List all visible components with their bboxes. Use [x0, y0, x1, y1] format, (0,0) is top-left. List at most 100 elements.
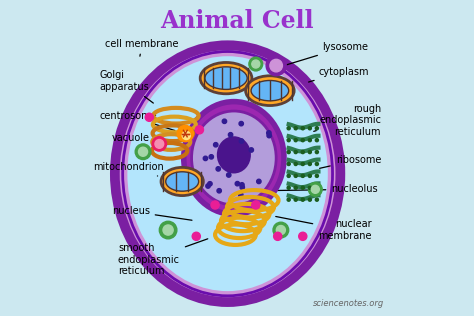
Circle shape — [287, 139, 290, 142]
Circle shape — [240, 183, 244, 187]
Circle shape — [308, 174, 311, 177]
Circle shape — [216, 167, 220, 171]
Circle shape — [192, 232, 201, 240]
Circle shape — [294, 198, 297, 201]
Circle shape — [135, 144, 151, 160]
Circle shape — [301, 139, 304, 142]
Circle shape — [227, 173, 231, 177]
Circle shape — [222, 119, 227, 124]
Circle shape — [276, 226, 285, 234]
Circle shape — [301, 127, 304, 130]
Circle shape — [249, 57, 263, 71]
Ellipse shape — [115, 45, 340, 302]
Circle shape — [311, 185, 319, 193]
Text: nucleus: nucleus — [112, 206, 192, 220]
Circle shape — [287, 127, 290, 130]
Circle shape — [287, 186, 290, 189]
Circle shape — [267, 131, 271, 135]
Circle shape — [301, 150, 304, 154]
Circle shape — [301, 186, 304, 189]
Circle shape — [294, 174, 297, 177]
Circle shape — [287, 150, 290, 154]
Circle shape — [138, 147, 147, 156]
Circle shape — [249, 148, 254, 152]
Circle shape — [238, 193, 243, 197]
Circle shape — [145, 113, 154, 121]
Circle shape — [270, 59, 283, 72]
Circle shape — [256, 179, 261, 184]
Circle shape — [315, 186, 319, 189]
Circle shape — [315, 127, 319, 130]
Circle shape — [308, 198, 311, 201]
Text: nuclear
membrane: nuclear membrane — [276, 216, 372, 241]
Ellipse shape — [184, 102, 284, 214]
Ellipse shape — [251, 81, 289, 101]
Circle shape — [315, 150, 319, 154]
Circle shape — [273, 232, 282, 240]
Circle shape — [235, 181, 239, 186]
Circle shape — [152, 137, 166, 151]
Circle shape — [299, 232, 307, 240]
Circle shape — [287, 198, 290, 201]
Circle shape — [308, 150, 311, 154]
Circle shape — [294, 162, 297, 166]
Text: Animal Cell: Animal Cell — [160, 9, 314, 33]
Circle shape — [301, 162, 304, 166]
Circle shape — [159, 221, 177, 239]
Circle shape — [252, 201, 260, 209]
Text: rough
endoplasmic
reticulum: rough endoplasmic reticulum — [314, 104, 381, 137]
Ellipse shape — [166, 172, 199, 191]
Ellipse shape — [161, 167, 203, 196]
Circle shape — [240, 185, 245, 190]
Circle shape — [206, 184, 210, 188]
Circle shape — [308, 186, 311, 189]
Circle shape — [287, 174, 290, 177]
Circle shape — [182, 131, 191, 140]
Circle shape — [315, 198, 319, 201]
Ellipse shape — [191, 111, 276, 205]
Ellipse shape — [246, 76, 294, 106]
Text: vacuole: vacuole — [112, 133, 154, 144]
Circle shape — [239, 121, 244, 126]
Circle shape — [177, 125, 193, 142]
Circle shape — [252, 60, 260, 68]
Ellipse shape — [218, 138, 249, 172]
Circle shape — [301, 174, 304, 177]
Circle shape — [155, 140, 164, 148]
Circle shape — [203, 156, 208, 161]
Circle shape — [308, 127, 311, 130]
Ellipse shape — [200, 63, 252, 94]
Text: Golgi
apparatus: Golgi apparatus — [99, 70, 153, 103]
Ellipse shape — [205, 67, 247, 89]
Circle shape — [211, 201, 219, 209]
Circle shape — [315, 139, 319, 142]
Ellipse shape — [128, 56, 328, 291]
Text: lysosome: lysosome — [287, 42, 369, 65]
Text: mitochondrion: mitochondrion — [93, 162, 164, 176]
Circle shape — [217, 189, 221, 193]
Circle shape — [315, 174, 319, 177]
Circle shape — [301, 198, 304, 201]
Text: sciencenotes.org: sciencenotes.org — [313, 299, 384, 308]
Text: centrosome: centrosome — [99, 111, 175, 131]
Circle shape — [209, 155, 213, 159]
Circle shape — [273, 222, 289, 238]
Circle shape — [214, 143, 218, 147]
Text: cell membrane: cell membrane — [105, 39, 179, 56]
Text: cytoplasm: cytoplasm — [309, 67, 369, 82]
Circle shape — [308, 162, 311, 166]
Circle shape — [239, 139, 244, 143]
Text: smooth
endoplasmic
reticulum: smooth endoplasmic reticulum — [118, 239, 208, 276]
Circle shape — [308, 139, 311, 142]
Circle shape — [294, 127, 297, 130]
Text: nucleolus: nucleolus — [252, 184, 378, 194]
Circle shape — [228, 133, 233, 137]
Circle shape — [294, 139, 297, 142]
Circle shape — [294, 150, 297, 154]
Circle shape — [287, 162, 290, 166]
Circle shape — [266, 56, 286, 76]
Circle shape — [208, 182, 212, 186]
Circle shape — [315, 162, 319, 166]
Text: ribosome: ribosome — [319, 155, 381, 168]
Circle shape — [163, 225, 173, 235]
